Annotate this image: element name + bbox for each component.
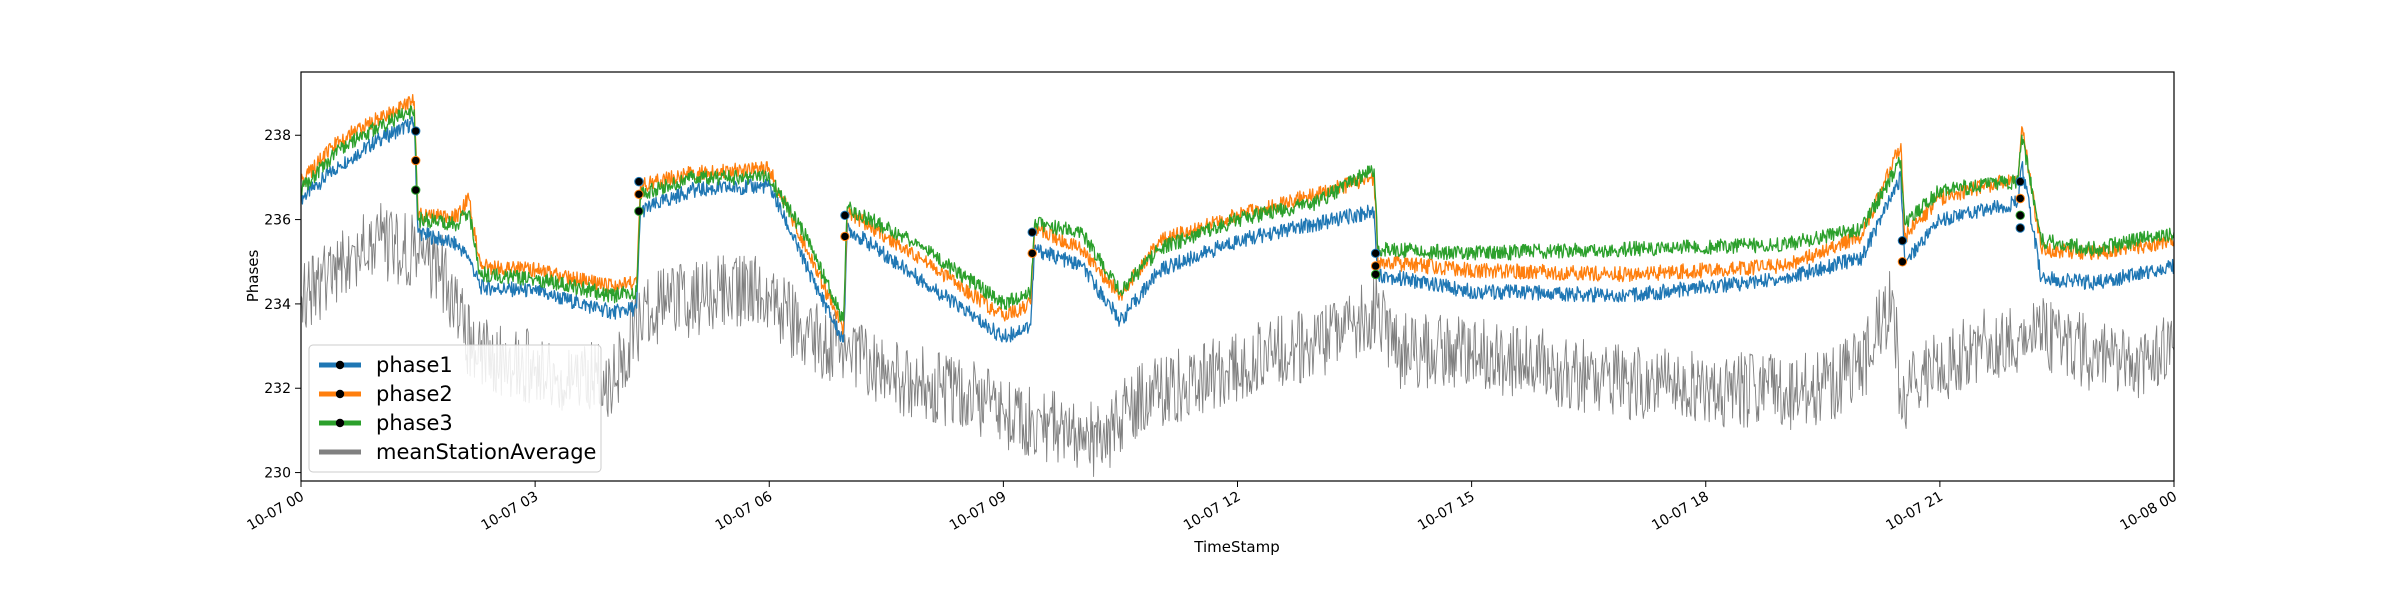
event-marker	[634, 176, 644, 187]
event-marker	[840, 210, 850, 221]
legend-label-phase1: phase1	[376, 353, 453, 377]
event-marker	[2015, 193, 2025, 204]
event-marker	[2015, 223, 2025, 233]
event-marker	[1370, 261, 1381, 271]
y-axis-label: Phases	[244, 250, 262, 303]
event-marker	[1897, 257, 1908, 267]
event-marker	[2015, 210, 2025, 221]
x-tick-label: 10-07 21	[1883, 489, 1946, 534]
y-tick-label: 232	[264, 381, 291, 397]
x-tick-label: 10-07 06	[713, 489, 776, 534]
event-marker	[1027, 248, 1037, 259]
x-tick-label: 10-07 09	[947, 489, 1010, 534]
series-line-meanStationAverage	[301, 202, 2174, 477]
event-marker	[1897, 235, 1908, 246]
series-line-phase3	[301, 105, 2174, 322]
y-tick-label: 238	[264, 128, 291, 144]
event-marker	[634, 206, 644, 216]
series-line-phase1	[301, 116, 2174, 343]
x-tick-label: 10-07 12	[1181, 489, 1244, 534]
x-tick-label: 10-07 15	[1415, 489, 1478, 534]
plot-frame-background	[301, 72, 2174, 481]
event-marker	[634, 189, 644, 199]
event-marker	[840, 231, 850, 242]
legend-label-phase2: phase2	[376, 382, 453, 406]
event-marker	[2015, 176, 2025, 187]
legend-label-phase3: phase3	[376, 411, 453, 435]
event-markers	[411, 126, 2025, 280]
legend-marker	[335, 360, 345, 370]
y-tick-label: 230	[264, 466, 291, 482]
x-tick-label: 10-07 18	[1649, 489, 1712, 534]
x-axis-label: TimeStamp	[1193, 538, 1279, 556]
y-tick-label: 236	[264, 213, 291, 229]
event-marker	[411, 185, 421, 195]
event-marker	[411, 155, 421, 166]
event-marker	[1370, 248, 1381, 259]
y-tick-label: 234	[264, 297, 291, 313]
x-tick-label: 10-08 00	[2117, 489, 2180, 534]
legend: phase1 phase2 phase3 meanStationAverage	[308, 344, 602, 473]
event-marker	[1027, 227, 1037, 237]
legend-box	[308, 344, 602, 473]
legend-marker	[335, 389, 345, 399]
series-layer	[301, 94, 2174, 477]
event-marker	[411, 126, 421, 136]
x-axis: 10-07 00 10-07 03 10-07 06 10-07 09 10-07 12…	[244, 481, 2180, 534]
event-marker	[1370, 269, 1381, 280]
x-tick-label: 10-07 00	[244, 489, 307, 534]
x-tick-label: 10-07 03	[479, 489, 542, 534]
y-axis: 230 232 234 236 238	[264, 128, 301, 482]
legend-label-meanStationAverage: meanStationAverage	[376, 440, 596, 464]
legend-marker	[335, 418, 345, 428]
